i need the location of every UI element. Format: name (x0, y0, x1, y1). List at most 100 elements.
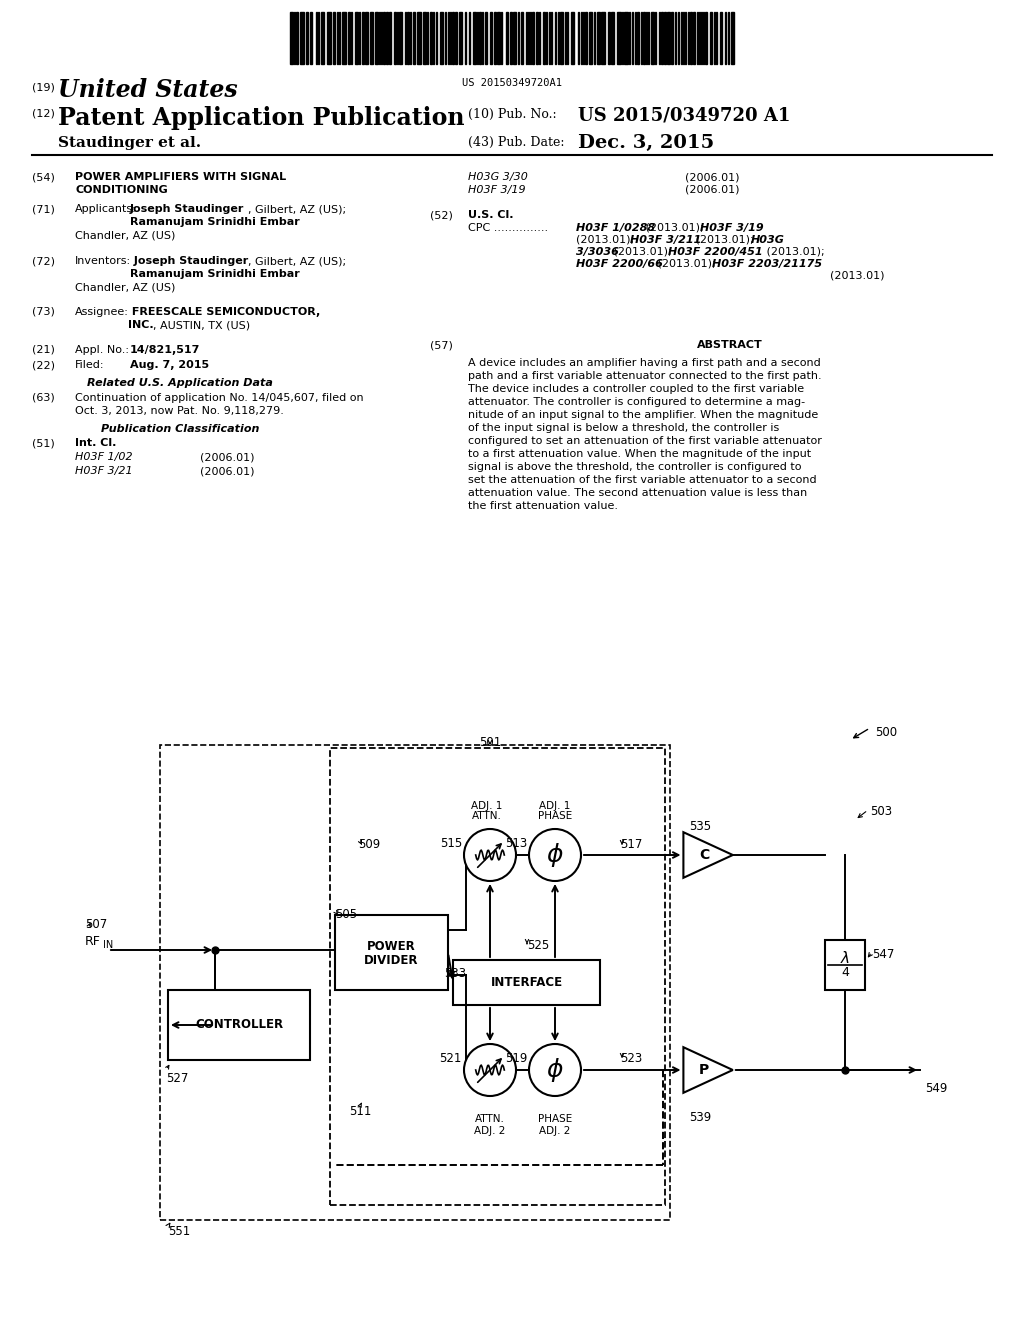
Bar (459, 12, 462, 63)
Text: Applicants:: Applicants: (75, 205, 137, 214)
Text: (19): (19) (32, 82, 55, 92)
Bar (362, 12, 364, 63)
Text: 523: 523 (620, 1052, 642, 1065)
Text: (52): (52) (430, 210, 453, 220)
Bar (327, 12, 331, 63)
Bar (490, 12, 492, 63)
Text: H03G 3/30: H03G 3/30 (468, 172, 528, 182)
Bar (479, 12, 481, 63)
Bar (710, 12, 712, 63)
Text: ADJ. 1: ADJ. 1 (471, 801, 503, 810)
Text: US 20150349720A1: US 20150349720A1 (462, 78, 562, 88)
Bar (375, 12, 378, 63)
Text: 519: 519 (505, 1052, 527, 1065)
Bar (664, 12, 666, 63)
Text: Patent Application Publication: Patent Application Publication (58, 106, 465, 129)
Bar (536, 12, 538, 63)
Text: 525: 525 (527, 939, 549, 952)
Bar (160, 744, 670, 1220)
Bar (423, 12, 426, 63)
Text: 517: 517 (620, 838, 642, 851)
Bar (300, 12, 304, 63)
Text: (22): (22) (32, 360, 55, 370)
Bar (383, 12, 385, 63)
Text: H03G: H03G (751, 235, 784, 246)
Bar (455, 12, 457, 63)
Text: (2013.01);: (2013.01); (642, 223, 708, 234)
Text: POWER: POWER (368, 940, 416, 953)
Bar (348, 12, 350, 63)
Text: P: P (698, 1063, 710, 1077)
Text: Ramanujam Srinidhi Embar: Ramanujam Srinidhi Embar (130, 216, 300, 227)
Bar (705, 12, 707, 63)
Text: (2006.01): (2006.01) (200, 451, 255, 462)
Text: (71): (71) (32, 205, 55, 214)
Text: $\phi$: $\phi$ (546, 841, 564, 869)
Bar (690, 12, 692, 63)
Text: (2013.01): (2013.01) (830, 271, 885, 281)
Text: H03F 3/19: H03F 3/19 (700, 223, 764, 234)
Text: Staudinger et al.: Staudinger et al. (58, 136, 201, 150)
Text: Aug. 7, 2015: Aug. 7, 2015 (130, 360, 209, 370)
Text: Chandler, AZ (US): Chandler, AZ (US) (75, 230, 175, 240)
Text: CONTROLLER: CONTROLLER (195, 1019, 283, 1031)
Text: (43) Pub. Date:: (43) Pub. Date: (468, 136, 564, 149)
Bar (310, 12, 312, 63)
Bar (560, 12, 563, 63)
Text: 509: 509 (358, 838, 380, 851)
Bar (296, 12, 298, 63)
Bar (532, 12, 534, 63)
Text: ADJ. 2: ADJ. 2 (540, 1126, 570, 1137)
Bar (386, 12, 388, 63)
Bar (662, 12, 663, 63)
Text: 3/3036: 3/3036 (575, 247, 618, 257)
Bar (333, 12, 335, 63)
Bar (335, 915, 449, 990)
Bar (407, 12, 409, 63)
Text: Filed:: Filed: (75, 360, 104, 370)
Bar (394, 12, 396, 63)
Bar (667, 12, 670, 63)
Text: (2013.01);: (2013.01); (610, 247, 675, 257)
Text: $\lambda$: $\lambda$ (840, 950, 850, 966)
Bar (355, 12, 358, 63)
Bar (506, 12, 508, 63)
Text: Joseph Staudinger: Joseph Staudinger (130, 205, 245, 214)
Text: 507: 507 (85, 917, 108, 931)
Text: Continuation of application No. 14/045,607, filed on: Continuation of application No. 14/045,6… (75, 393, 364, 403)
Text: ATTN.: ATTN. (475, 1114, 505, 1125)
Bar (452, 12, 454, 63)
Text: Related U.S. Application Data: Related U.S. Application Data (87, 378, 273, 388)
Text: , Gilbert, AZ (US);: , Gilbert, AZ (US); (248, 256, 346, 267)
Bar (430, 12, 432, 63)
Text: (73): (73) (32, 308, 55, 317)
Text: (21): (21) (32, 345, 55, 355)
Text: US 2015/0349720 A1: US 2015/0349720 A1 (578, 106, 791, 124)
Text: Int. Cl.: Int. Cl. (75, 438, 117, 447)
Text: ADJ. 1: ADJ. 1 (540, 801, 570, 810)
Circle shape (529, 829, 581, 880)
Text: FREESCALE SEMICONDUCTOR,: FREESCALE SEMICONDUCTOR, (128, 308, 321, 317)
Text: PHASE: PHASE (538, 810, 572, 821)
Bar (485, 12, 487, 63)
Text: ATTN.: ATTN. (472, 810, 502, 821)
Bar (413, 12, 415, 63)
Text: CONDITIONING: CONDITIONING (75, 185, 168, 195)
Text: U.S. Cl.: U.S. Cl. (468, 210, 513, 220)
Text: 500: 500 (874, 726, 897, 739)
Bar (671, 12, 673, 63)
Bar (571, 12, 574, 63)
Bar (637, 12, 639, 63)
Text: Inventors:: Inventors: (75, 256, 131, 267)
Text: INC.: INC. (128, 319, 154, 330)
Bar (365, 12, 368, 63)
Text: 551: 551 (168, 1225, 190, 1238)
Bar (601, 12, 605, 63)
Bar (370, 12, 373, 63)
Bar (693, 12, 695, 63)
Text: H03F 2200/66: H03F 2200/66 (575, 259, 663, 269)
Text: (10) Pub. No.:: (10) Pub. No.: (468, 108, 557, 121)
Text: 14/821,517: 14/821,517 (130, 345, 201, 355)
Text: $\phi$: $\phi$ (546, 1056, 564, 1084)
Bar (494, 12, 496, 63)
